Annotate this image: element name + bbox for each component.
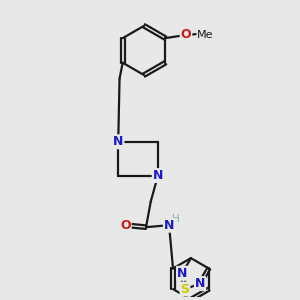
Text: O: O	[120, 219, 131, 232]
Text: O: O	[181, 28, 191, 41]
Text: N: N	[113, 135, 123, 148]
Text: N: N	[195, 277, 205, 290]
Text: N: N	[153, 169, 163, 182]
Text: Me: Me	[197, 30, 214, 40]
Text: S: S	[181, 283, 190, 296]
Text: H: H	[172, 214, 180, 224]
Text: N: N	[177, 267, 188, 280]
Text: N: N	[164, 219, 174, 232]
